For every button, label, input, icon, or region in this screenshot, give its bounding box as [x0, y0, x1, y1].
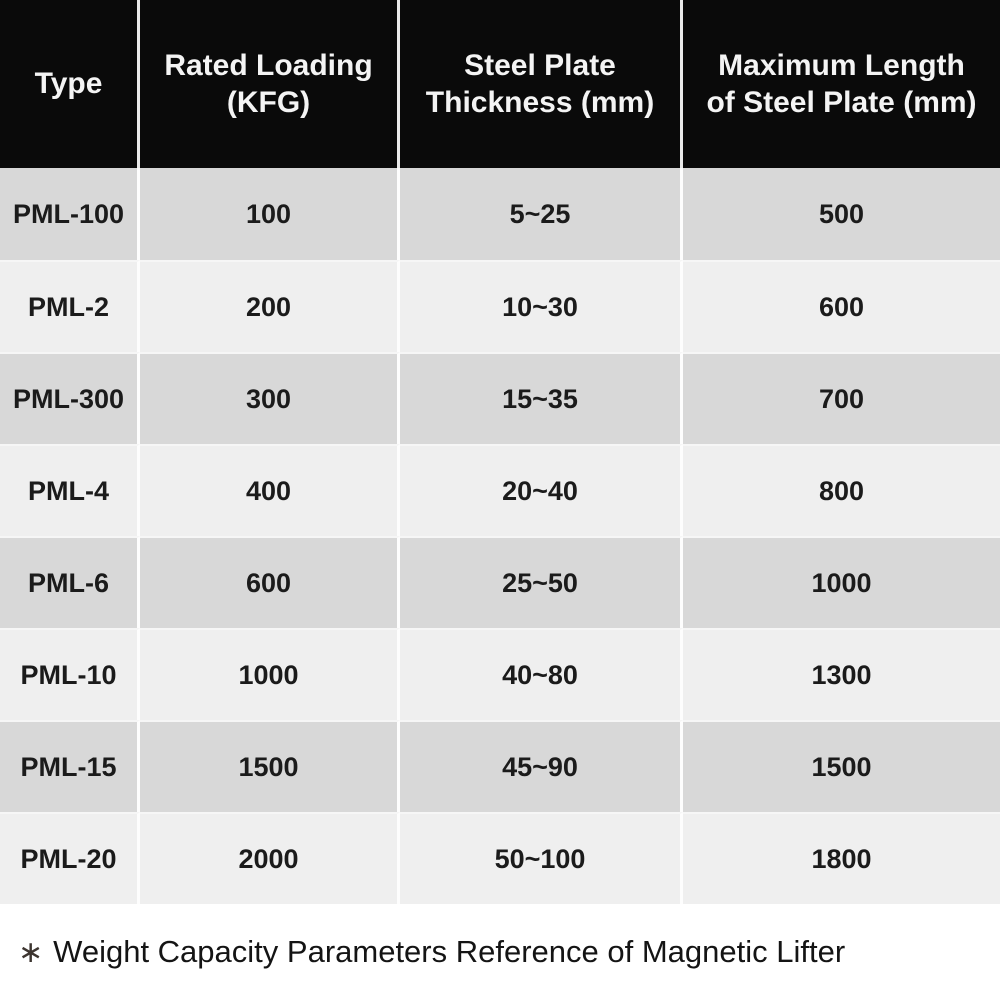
cell-plate-thickness: 40~80 [400, 628, 683, 720]
cell-rated-loading: 2000 [140, 812, 400, 904]
column-header-rated-loading-line1: Rated Loading [164, 48, 373, 82]
cell-type: PML-6 [0, 536, 140, 628]
column-header-type-line1: Type [34, 67, 103, 101]
cell-rated-loading: 600 [140, 536, 400, 628]
column-header-rated-loading-line2: (KFG) [226, 86, 311, 119]
cell-max-length: 1300 [683, 628, 1000, 720]
cell-plate-thickness: 10~30 [400, 260, 683, 352]
column-header-type: Type [0, 0, 140, 168]
cell-rated-loading: 100 [140, 168, 400, 260]
cell-type: PML-300 [0, 352, 140, 444]
cell-max-length: 700 [683, 352, 1000, 444]
column-header-rated-loading: Rated Loading (KFG) [140, 0, 400, 168]
cell-plate-thickness: 50~100 [400, 812, 683, 904]
cell-type: PML-15 [0, 720, 140, 812]
asterisk-marker-icon: ∗ [18, 935, 44, 969]
cell-max-length: 1800 [683, 812, 1000, 904]
column-header-plate-thickness-line1: Steel Plate [464, 48, 616, 82]
footnote: ∗ Weight Capacity Parameters Reference o… [0, 904, 1000, 1000]
column-header-max-length: Maximum Length of Steel Plate (mm) [683, 0, 1000, 168]
cell-max-length: 1500 [683, 720, 1000, 812]
cell-rated-loading: 400 [140, 444, 400, 536]
cell-max-length: 800 [683, 444, 1000, 536]
column-header-plate-thickness: Steel Plate Thickness (mm) [400, 0, 683, 168]
column-header-plate-thickness-line2: Thickness (mm) [425, 86, 655, 119]
magnetic-lifter-spec-table: Type Rated Loading (KFG) Steel Plate Thi… [0, 0, 1000, 904]
cell-max-length: 1000 [683, 536, 1000, 628]
cell-max-length: 500 [683, 168, 1000, 260]
cell-plate-thickness: 45~90 [400, 720, 683, 812]
cell-type: PML-100 [0, 168, 140, 260]
footnote-text: Weight Capacity Parameters Reference of … [53, 934, 846, 969]
cell-rated-loading: 300 [140, 352, 400, 444]
cell-type: PML-4 [0, 444, 140, 536]
cell-rated-loading: 1500 [140, 720, 400, 812]
cell-type: PML-10 [0, 628, 140, 720]
cell-plate-thickness: 5~25 [400, 168, 683, 260]
cell-type: PML-20 [0, 812, 140, 904]
column-header-max-length-line1: Maximum Length [718, 48, 965, 82]
cell-plate-thickness: 20~40 [400, 444, 683, 536]
cell-plate-thickness: 15~35 [400, 352, 683, 444]
cell-max-length: 600 [683, 260, 1000, 352]
cell-plate-thickness: 25~50 [400, 536, 683, 628]
cell-rated-loading: 1000 [140, 628, 400, 720]
cell-rated-loading: 200 [140, 260, 400, 352]
cell-type: PML-2 [0, 260, 140, 352]
column-header-max-length-line2: of Steel Plate (mm) [706, 86, 977, 119]
